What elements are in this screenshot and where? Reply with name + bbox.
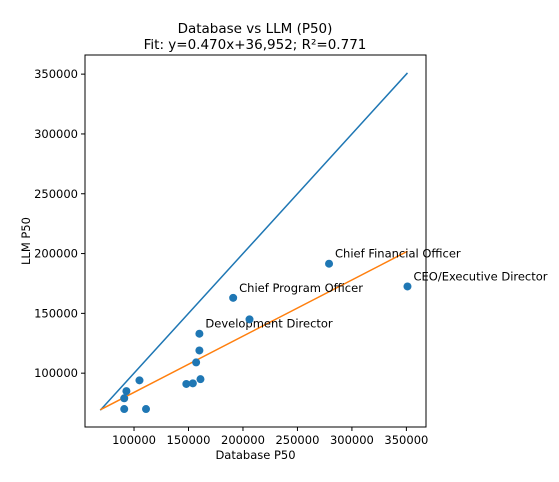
point-annotation: Development Director (205, 317, 333, 331)
x-tick-label: 200000 (221, 433, 265, 447)
data-point-group (120, 405, 129, 414)
chart-title: Database vs LLM (P50) (178, 21, 333, 37)
data-point (142, 405, 151, 414)
data-point (403, 282, 412, 291)
data-point-group (122, 387, 131, 396)
data-point-group: Development Director (195, 317, 333, 338)
plot-frame (84, 54, 427, 428)
data-point-group: CEO/Executive Director (403, 269, 548, 291)
y-axis-label: LLM P50 (19, 217, 33, 265)
y-tick-label: 100000 (34, 366, 78, 380)
data-point-group (245, 315, 254, 324)
data-point-group (120, 394, 129, 403)
y-tick-label: 300000 (34, 127, 78, 141)
data-point (182, 379, 191, 388)
y-axis: 100000 150000 200000 250000 300000 350000 (34, 67, 85, 380)
data-point (229, 293, 238, 302)
identity-line (99, 72, 409, 411)
data-point (120, 394, 129, 403)
data-point (120, 405, 129, 414)
data-point-group (188, 379, 197, 388)
data-point (188, 379, 197, 388)
data-point (325, 259, 334, 268)
data-point-group (182, 379, 191, 388)
fit-line (99, 250, 408, 411)
point-annotation: Chief Program Officer (239, 281, 363, 295)
data-point-group: Chief Program Officer (229, 281, 363, 302)
data-point (195, 329, 204, 338)
x-tick-label: 100000 (112, 433, 156, 447)
x-tick-label: 350000 (384, 433, 428, 447)
point-annotation: Chief Financial Officer (335, 247, 461, 261)
x-tick-label: 150000 (167, 433, 211, 447)
y-tick-label: 250000 (34, 187, 78, 201)
y-tick-label: 200000 (34, 247, 78, 261)
data-point (196, 375, 205, 384)
data-point (192, 358, 201, 367)
chart-subtitle: Fit: y=0.470x+36,952; R²=0.771 (144, 37, 367, 53)
plot-area: Development Director Chief Program Office… (99, 72, 548, 414)
x-axis-label: Database P50 (215, 448, 295, 462)
data-point-group: Chief Financial Officer (325, 247, 461, 268)
data-point-group (142, 405, 151, 414)
x-tick-label: 300000 (330, 433, 374, 447)
data-point-group (135, 376, 144, 385)
data-point-group (195, 346, 204, 355)
y-tick-label: 350000 (34, 67, 78, 81)
data-point (122, 387, 131, 396)
data-point (135, 376, 144, 385)
x-axis: 100000 150000 200000 250000 300000 350000 (112, 427, 428, 447)
data-point (245, 315, 254, 324)
point-annotation: CEO/Executive Director (413, 269, 547, 283)
data-point (195, 346, 204, 355)
x-tick-label: 250000 (275, 433, 319, 447)
data-point-group (196, 375, 205, 384)
y-tick-label: 150000 (34, 306, 78, 320)
data-point-group (192, 358, 201, 367)
